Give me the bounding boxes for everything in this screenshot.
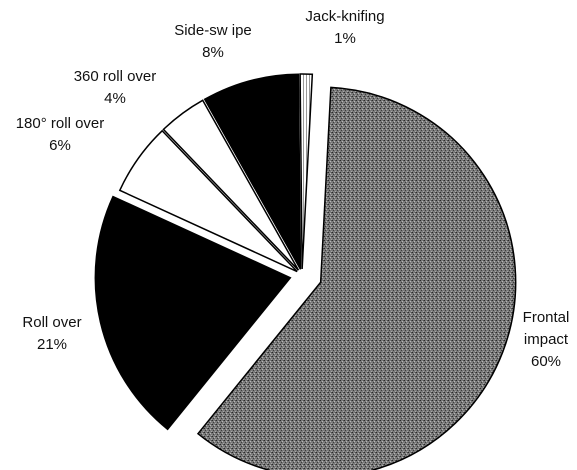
pie-slice-360-roll-over — [162, 99, 300, 271]
slice-label-side-swipe: Side-sw ipe 8% — [174, 22, 252, 61]
pie-slice-180-roll-over — [118, 129, 298, 273]
pie-slices — [94, 73, 517, 470]
slice-label-180-roll-over: 180° roll over 6% — [16, 115, 105, 154]
pie-slice-frontal-impact — [196, 86, 517, 470]
slice-label-jack-knifing: Jack-knifing 1% — [305, 8, 384, 47]
slice-label-360-roll-over: 360 roll over 4% — [74, 68, 157, 107]
slice-label-frontal-impact: Frontal impact 60% — [523, 309, 570, 370]
slice-label-roll-over: Roll over 21% — [22, 314, 81, 353]
pie-slice-side-swipe — [203, 73, 302, 270]
pie-slice-jack-knifing — [299, 73, 314, 270]
pie-slice-roll-over — [94, 195, 292, 431]
pie-labels: Frontal impact 60% Roll over 21% 180° roll ov… — [16, 8, 570, 370]
